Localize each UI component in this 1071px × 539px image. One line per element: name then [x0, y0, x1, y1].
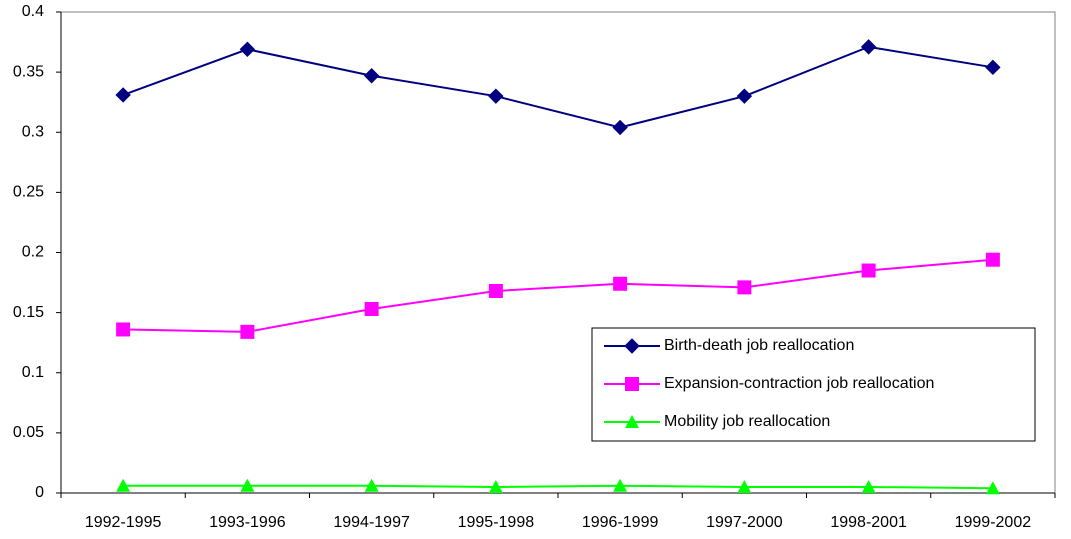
- x-tick-label: 1992-1995: [85, 514, 162, 531]
- marker: [488, 479, 503, 493]
- y-tick-label: 0.25: [13, 184, 44, 201]
- marker: [985, 59, 1001, 76]
- legend-marker: [625, 415, 639, 428]
- legend-label: Expansion-contraction job reallocation: [664, 375, 934, 392]
- y-tick-label: 0.15: [13, 304, 44, 321]
- marker: [861, 263, 876, 278]
- marker: [612, 119, 628, 136]
- series-line: [123, 484, 993, 490]
- x-tick-label: 1999-2002: [955, 514, 1032, 531]
- series-line: [122, 45, 994, 129]
- x-tick-label: 1995-1998: [458, 514, 535, 531]
- legend: Birth-death job reallocation Expansion-co…: [591, 327, 1036, 442]
- x-tick-label: 1998-2001: [830, 514, 907, 531]
- marker: [240, 324, 255, 339]
- y-tick-label: 0: [35, 484, 44, 501]
- y-tick-label: 0.3: [22, 123, 44, 140]
- x-tick-label: 1993-1996: [209, 514, 286, 531]
- marker: [488, 88, 504, 104]
- x-tick-label: 1994-1997: [333, 514, 410, 531]
- marker: [488, 283, 503, 298]
- marker: [736, 88, 753, 104]
- y-tick-label: 0.35: [13, 63, 44, 80]
- marker: [240, 478, 255, 492]
- x-tick-label: 1997-2000: [706, 514, 783, 531]
- marker: [116, 478, 131, 492]
- marker: [613, 478, 628, 492]
- legend-box: [591, 327, 1036, 442]
- marker: [239, 41, 256, 57]
- marker: [116, 322, 131, 337]
- marker: [985, 252, 1000, 267]
- x-tick-label: 1996-1999: [582, 514, 659, 531]
- y-tick-label: 0.2: [22, 244, 44, 261]
- marker: [861, 479, 876, 493]
- marker: [860, 39, 877, 55]
- marker: [364, 302, 379, 317]
- y-tick-label: 0.4: [22, 3, 44, 20]
- legend-marker: [624, 338, 640, 354]
- legend-label: Birth-death job reallocation: [664, 337, 854, 354]
- y-tick-label: 0.1: [22, 364, 44, 381]
- legend-marker: [625, 377, 639, 391]
- marker: [985, 481, 1000, 495]
- marker: [613, 276, 628, 291]
- series-line: [123, 258, 993, 333]
- marker: [737, 280, 752, 295]
- marker: [363, 68, 380, 84]
- marker: [364, 478, 379, 492]
- marker: [115, 87, 131, 103]
- legend-label: Mobility job reallocation: [664, 413, 830, 430]
- y-tick-label: 0.05: [13, 424, 44, 441]
- marker: [737, 479, 752, 493]
